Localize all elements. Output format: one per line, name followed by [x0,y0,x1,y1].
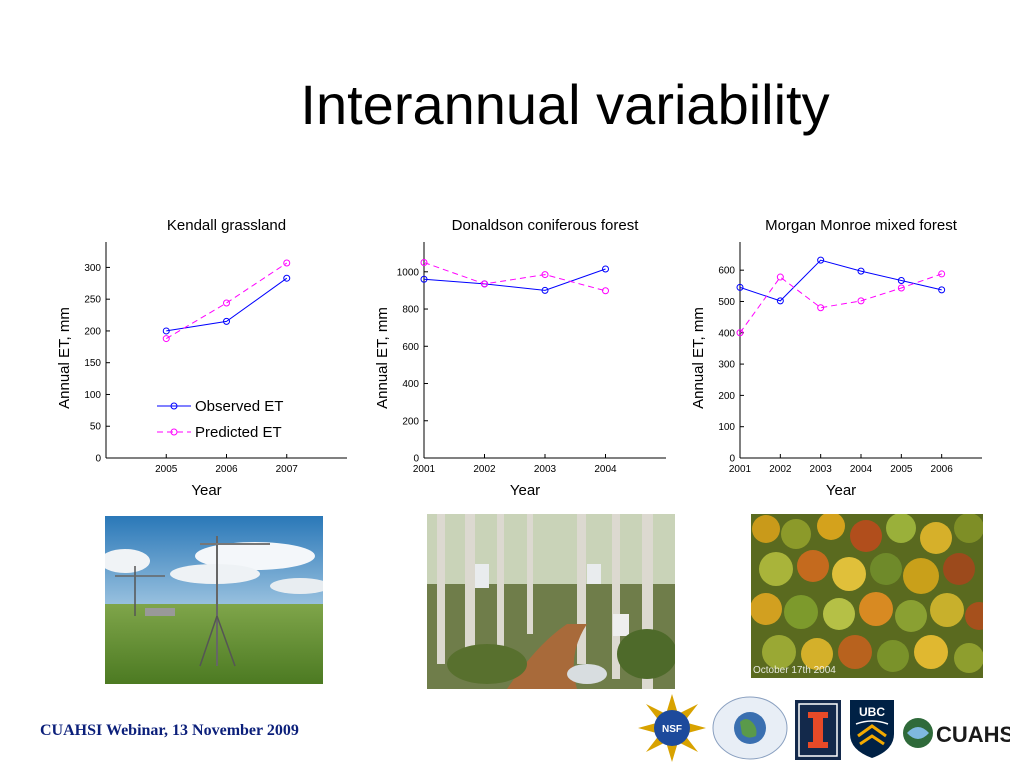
x-tick-label: 2006 [931,464,954,475]
observed-point [420,275,428,283]
x-tick-label: 2004 [594,464,617,475]
observed-series-line [423,268,606,291]
y-axis-label: Annual ET, mm [690,307,707,409]
photo-grassland [105,516,323,684]
predicted-point [162,335,170,343]
observed-point [897,277,905,285]
y-tick-label: 100 [84,390,101,401]
x-tick-label: 2007 [276,464,299,475]
x-axis-label: Year [510,482,540,499]
predicted-point [283,259,291,267]
x-tick-label: 2003 [534,464,557,475]
y-tick-label: 300 [718,360,735,371]
illinois-logo [795,700,841,760]
x-tick-label: 2004 [850,464,873,475]
observed-point [283,274,291,282]
svg-text:NSF: NSF [662,724,682,735]
mixed-forest-photo-image [751,514,983,678]
x-tick-label: 2006 [215,464,238,475]
observed-point [817,256,825,264]
x-axis-label: Year [826,482,856,499]
y-tick-label: 200 [718,391,735,402]
observed-point [857,267,865,275]
svg-text:UBC: UBC [859,705,885,719]
x-tick-label: 2002 [473,464,496,475]
chart-title: Donaldson coniferous forest [452,217,640,234]
x-tick-label: 2005 [155,464,178,475]
y-tick-label: 250 [84,295,101,306]
x-tick-label: 2003 [810,464,833,475]
observed-point [602,265,609,273]
observed-point [541,286,549,294]
predicted-point [776,273,784,281]
predicted-point [223,299,230,307]
y-tick-label: 400 [718,328,735,339]
chart-title: Kendall grassland [167,217,286,234]
svg-text:CUAHSI: CUAHSI [936,722,1010,747]
y-axis-label: Annual ET, mm [374,307,391,409]
slide-title: Interannual variability [300,73,830,136]
observed-point [223,317,230,325]
y-tick-label: 600 [718,266,735,277]
y-tick-label: 300 [84,263,101,274]
predicted-point [857,297,865,305]
observed-point [938,286,946,294]
y-tick-label: 500 [718,297,735,308]
y-tick-label: 800 [402,305,419,316]
nsf-logo: NSF [638,694,706,762]
x-tick-label: 2002 [769,464,792,475]
observed-series-line [739,259,942,302]
legend-observed-label: Observed ET [195,398,283,415]
predicted-point [481,280,488,288]
observed-point [776,297,784,305]
observed-series-line [166,277,288,332]
x-tick-label: 2001 [413,464,436,475]
forest-photo-image [427,514,675,689]
predicted-point [541,271,549,279]
predicted-point [817,304,825,312]
y-tick-label: 100 [718,422,735,433]
y-axis-label: Annual ET, mm [56,307,73,409]
footer-text: CUAHSI Webinar, 13 November 2009 [40,722,299,739]
x-axis-label: Year [191,482,221,499]
predictability-logo [712,696,788,760]
photo-date-caption: October 17th 2004 [753,665,836,676]
y-tick-label: 400 [402,379,419,390]
y-tick-label: 1000 [397,267,420,278]
chart-morgan: Morgan Monroe mixed forest 0 100 200 300 400 5… [690,217,982,499]
photo-coniferous-forest [427,514,675,689]
y-tick-label: 50 [90,422,102,433]
chart-title: Morgan Monroe mixed forest [765,217,958,234]
y-tick-label: 200 [84,326,101,337]
predicted-point [602,287,609,295]
grassland-photo-image [105,516,323,684]
legend-predicted-marker [170,428,178,436]
cuahsi-logo: CUAHSI [903,718,1010,748]
y-tick-label: 600 [402,342,419,353]
predicted-point [420,258,428,266]
x-tick-label: 2001 [729,464,752,475]
observed-point [162,327,170,335]
photo-mixed-forest: October 17th 2004 [751,514,983,678]
y-tick-label: 0 [413,454,419,465]
ubc-logo: UBC [850,700,894,758]
predicted-point [736,329,744,337]
y-tick-label: 0 [729,454,735,465]
y-tick-label: 150 [84,358,101,369]
legend-predicted-label: Predicted ET [195,424,282,441]
predicted-series-line [166,262,288,340]
legend-observed-marker [170,402,178,410]
observed-point [736,283,744,291]
y-tick-label: 0 [95,454,101,465]
chart-donaldson: Donaldson coniferous forest 0 200 400 600 800… [374,217,666,499]
y-tick-label: 200 [402,416,419,427]
chart-kendall: Kendall grassland 0 50 100 150 200 250 300 2005 2… [56,217,347,499]
predicted-series-line [423,262,606,292]
predicted-point [938,270,946,278]
x-tick-label: 2005 [890,464,913,475]
predicted-point [897,284,905,292]
